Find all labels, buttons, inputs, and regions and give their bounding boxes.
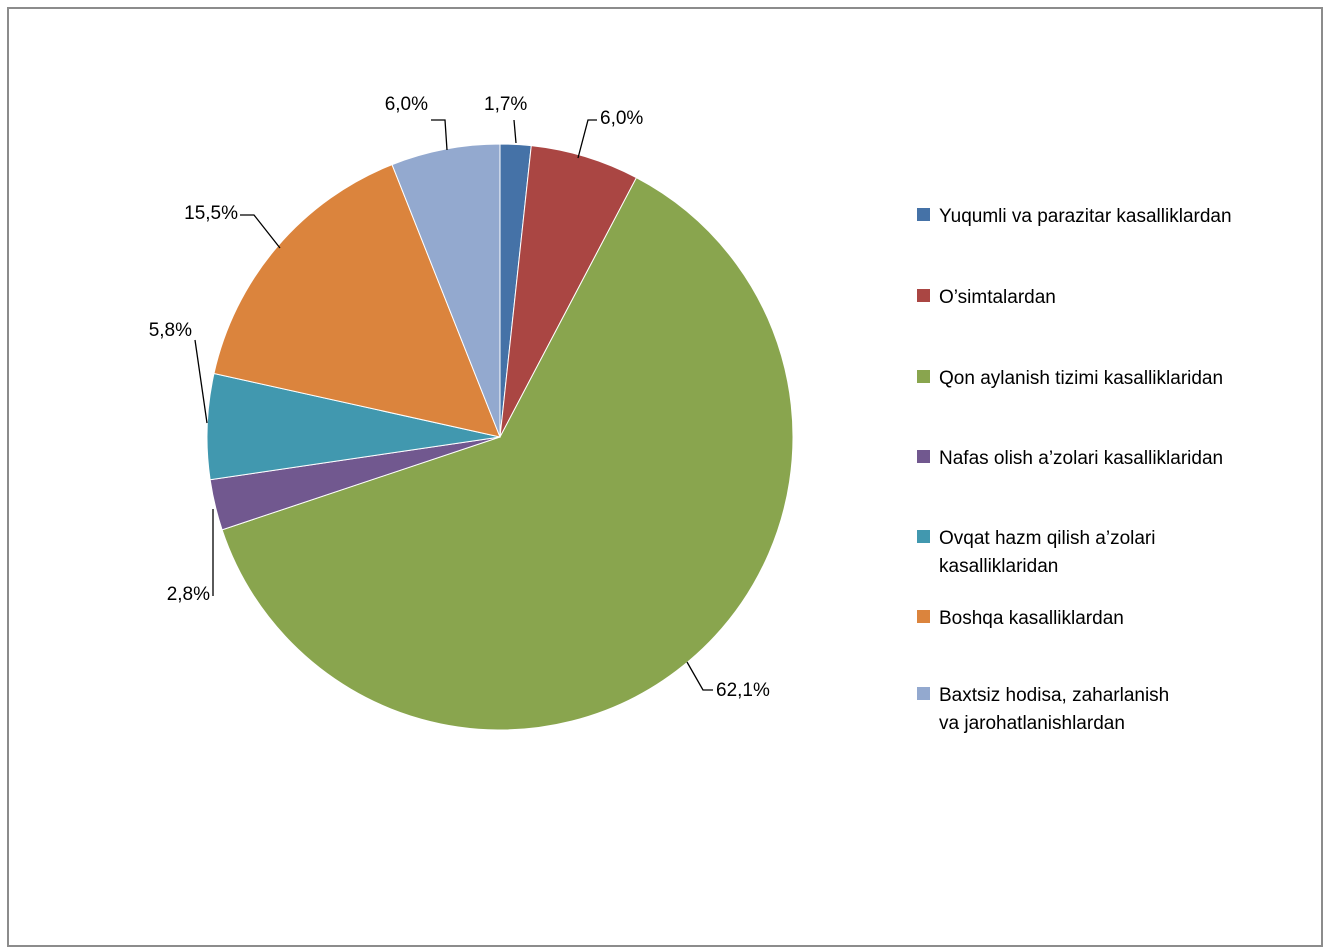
pie-slice-baxtsiz-hodisa-zaharlanish-va-jarohatlanishlardan (391, 143, 501, 438)
legend-swatch (917, 370, 930, 383)
legend-swatch (917, 208, 930, 221)
legend-item-baxtsiz-hodisa-zaharlanish-va-jarohatlanishlardan: Baxtsiz hodisa, zaharlanish va jarohatlan… (917, 685, 1169, 734)
data-label: 62,1% (716, 680, 770, 701)
legend-item-yuqumli-va-parazitar-kasalliklardan: Yuqumli va parazitar kasalliklardan (917, 206, 1232, 227)
legend-label: Baxtsiz hodisa, zaharlanish (939, 685, 1169, 706)
legend-swatch (917, 530, 930, 543)
legend-item-ovqat-hazm-qilish-a-zolari-kasalliklaridan: Ovqat hazm qilish a’zolari kasalliklarida… (917, 528, 1155, 577)
leader-line (686, 661, 713, 691)
legend-swatch (917, 687, 930, 700)
leader-line (513, 119, 517, 144)
legend-item-nafas-olish-a-zolari-kasalliklaridan: Nafas olish a’zolari kasalliklaridan (917, 448, 1223, 469)
leader-line (240, 214, 281, 249)
leader-line (577, 119, 597, 159)
legend-swatch (917, 450, 930, 463)
data-label: 5,8% (149, 320, 192, 341)
legend-item-o-simtalardan: O’simtalardan (917, 287, 1056, 308)
legend-label: O’simtalardan (939, 287, 1056, 308)
legend-item-boshqa-kasalliklardan: Boshqa kasalliklardan (917, 608, 1124, 629)
data-label: 15,5% (184, 203, 238, 224)
pie-slice-qon-aylanish-tizimi-kasalliklaridan (221, 177, 794, 731)
legend-swatch (917, 289, 930, 302)
pie-slice-boshqa-kasalliklardan (213, 163, 501, 438)
legend-label: Ovqat hazm qilish a’zolari (939, 528, 1155, 549)
leader-line (431, 119, 448, 151)
data-label: 6,0% (385, 94, 428, 115)
data-label: 2,8% (167, 584, 210, 605)
data-label: 6,0% (600, 108, 643, 129)
leader-line (194, 339, 208, 424)
data-label: 1,7% (484, 94, 527, 115)
pie-slices (206, 143, 794, 731)
legend-label: Qon aylanish tizimi kasalliklaridan (939, 368, 1223, 389)
leader-lines (194, 119, 713, 691)
legend-item-qon-aylanish-tizimi-kasalliklaridan: Qon aylanish tizimi kasalliklaridan (917, 368, 1223, 389)
data-labels: 1,7% 6,0% 62,1% 2,8% 5,8% 15,5% 6,0% (149, 94, 770, 701)
legend-swatch (917, 610, 930, 623)
legend-label: Boshqa kasalliklardan (939, 608, 1124, 629)
legend-label: va jarohatlanishlardan (939, 713, 1125, 734)
legend-label: Nafas olish a’zolari kasalliklaridan (939, 448, 1223, 469)
legend: Yuqumli va parazitar kasalliklardan O’sim… (917, 206, 1232, 734)
pie-chart: 1,7% 6,0% 62,1% 2,8% 5,8% 15,5% 6,0% Yuqumli v… (149, 94, 1232, 734)
legend-label: Yuqumli va parazitar kasalliklardan (939, 206, 1232, 227)
legend-label: kasalliklaridan (939, 556, 1058, 577)
